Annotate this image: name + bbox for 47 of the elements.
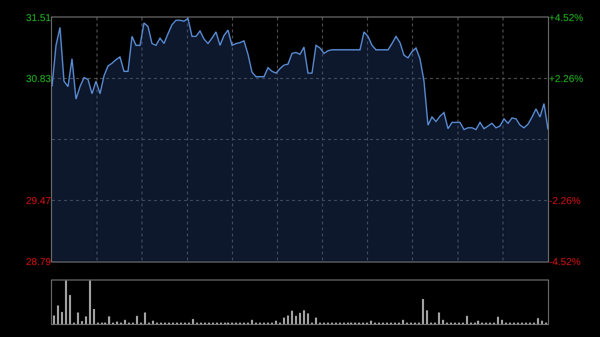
- bar: [283, 318, 285, 324]
- bar: [466, 316, 468, 324]
- y-tick-label: 29.47: [26, 196, 52, 207]
- bar: [295, 316, 297, 324]
- bar: [136, 316, 138, 324]
- bar: [65, 280, 67, 324]
- bar: [93, 308, 95, 324]
- bar: [81, 321, 83, 324]
- bar: [192, 318, 194, 324]
- bar: [69, 295, 71, 324]
- bar: [497, 316, 499, 324]
- bar: [124, 320, 126, 324]
- bar: [53, 315, 55, 324]
- bar: [144, 312, 146, 324]
- y2-tick-label: +4.52%: [549, 13, 584, 24]
- bar: [108, 316, 110, 324]
- bar: [438, 312, 440, 324]
- bar: [442, 320, 444, 324]
- bar: [152, 320, 154, 324]
- y-tick-label: 30.83: [26, 74, 52, 85]
- bar: [402, 320, 404, 324]
- bar: [116, 322, 118, 324]
- bar: [307, 313, 309, 324]
- bar: [303, 310, 305, 324]
- bar: [57, 305, 59, 324]
- bar: [291, 310, 293, 324]
- bar: [61, 312, 63, 324]
- bar: [477, 320, 480, 324]
- y-tick-label: 28.79: [26, 256, 52, 268]
- y2-tick-label: +2.26%: [549, 74, 584, 85]
- bar: [541, 320, 543, 324]
- y-tick-label: 31.51: [26, 13, 52, 24]
- bar: [287, 315, 289, 324]
- bar: [537, 318, 539, 324]
- bar: [299, 312, 301, 324]
- bar: [315, 318, 317, 324]
- bar: [251, 320, 253, 324]
- y2-tick-label: -4.52%: [549, 256, 581, 268]
- bar: [89, 280, 91, 324]
- bar: [77, 312, 79, 324]
- bar: [370, 320, 372, 324]
- bar: [501, 320, 503, 324]
- bar: [275, 320, 277, 324]
- bar: [85, 316, 87, 324]
- bar: [422, 298, 424, 324]
- bar: [426, 310, 428, 324]
- y2-tick-label: -2.26%: [549, 196, 581, 207]
